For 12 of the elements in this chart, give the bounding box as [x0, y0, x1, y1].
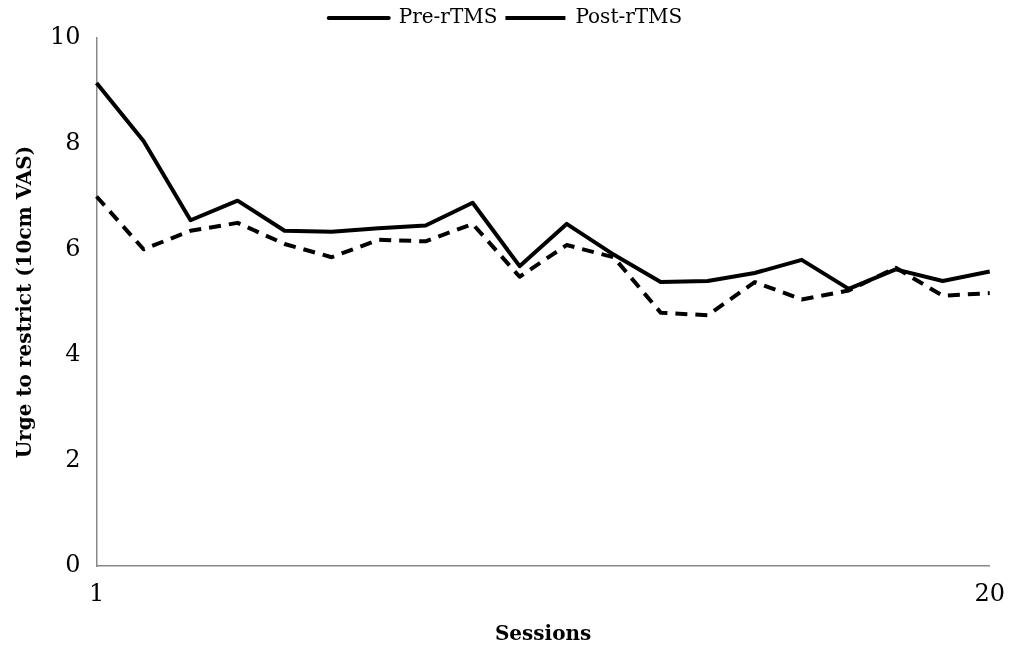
- y-tick-label: 2: [65, 444, 81, 473]
- legend-label: Post-rTMS: [575, 4, 683, 29]
- y-tick-label: 8: [65, 127, 81, 156]
- y-axis-title: Urge to restrict (10cm VAS): [12, 145, 37, 459]
- x-axis-title: Sessions: [494, 621, 592, 646]
- legend-label: Pre-rTMS: [398, 4, 498, 29]
- y-tick-label: 10: [49, 22, 81, 51]
- y-tick-label: 0: [65, 550, 81, 579]
- x-tick-label: 20: [974, 578, 1005, 607]
- x-tick-label: 1: [88, 578, 105, 607]
- y-tick-label: 4: [65, 339, 81, 368]
- y-tick-label: 6: [65, 233, 81, 262]
